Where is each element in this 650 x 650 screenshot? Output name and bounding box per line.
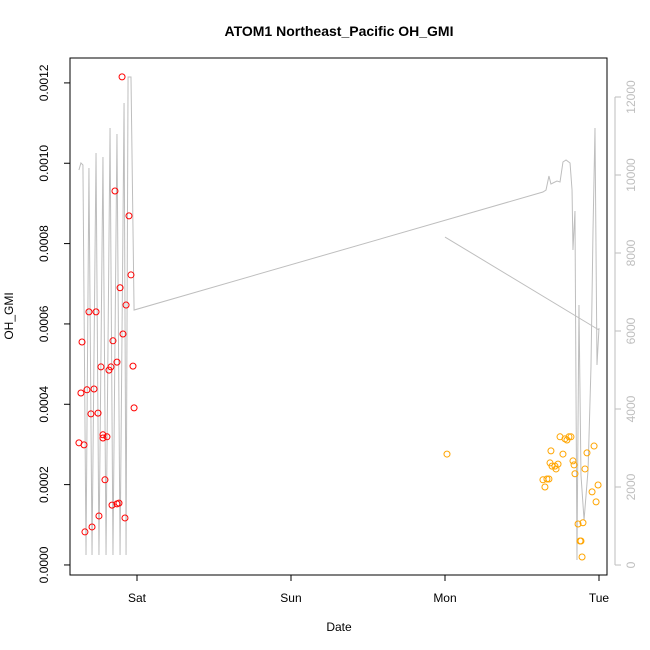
y2-tick-label: 8000 xyxy=(624,239,638,266)
y2-tick-label: 2000 xyxy=(624,473,638,500)
point xyxy=(129,362,137,370)
point xyxy=(99,431,107,439)
y-tick-label: 0.0010 xyxy=(37,145,51,182)
point xyxy=(570,461,578,469)
point xyxy=(83,386,91,394)
x-tick-label: Sun xyxy=(280,591,301,605)
point xyxy=(81,528,89,536)
point xyxy=(115,499,123,507)
point xyxy=(130,404,138,412)
point xyxy=(88,523,96,531)
point xyxy=(594,481,602,489)
point xyxy=(545,475,553,483)
point xyxy=(581,465,589,473)
y2-tick-label: 10000 xyxy=(624,158,638,192)
point xyxy=(443,450,451,458)
point xyxy=(588,488,596,496)
point xyxy=(569,457,577,465)
x-tick-label: Tue xyxy=(589,591,610,605)
point xyxy=(543,475,551,483)
point xyxy=(108,501,116,509)
point xyxy=(113,358,121,366)
y-tick-label: 0.0000 xyxy=(37,546,51,583)
point xyxy=(541,483,549,491)
point xyxy=(577,537,585,545)
point xyxy=(565,433,573,441)
point xyxy=(571,470,579,478)
point xyxy=(578,553,586,561)
point xyxy=(567,433,575,441)
point xyxy=(547,447,555,455)
point xyxy=(99,434,107,442)
point xyxy=(119,330,127,338)
point xyxy=(103,433,111,441)
point xyxy=(78,338,86,346)
point xyxy=(87,410,95,418)
y-tick-label: 0.0012 xyxy=(37,64,51,101)
point xyxy=(92,308,100,316)
point xyxy=(85,308,93,316)
y-tick-label: 0.0004 xyxy=(37,386,51,423)
point xyxy=(590,442,598,450)
point xyxy=(95,512,103,520)
x-tick-label: Mon xyxy=(433,591,456,605)
point xyxy=(80,441,88,449)
y-tick-label: 0.0002 xyxy=(37,466,51,503)
y-tick-label: 0.0008 xyxy=(37,225,51,262)
point xyxy=(105,366,113,374)
y-tick-label: 0.0006 xyxy=(37,305,51,342)
point xyxy=(101,476,109,484)
point xyxy=(121,514,129,522)
point xyxy=(94,409,102,417)
point xyxy=(554,460,562,468)
x-axis-label: Date xyxy=(326,620,352,634)
point xyxy=(118,73,126,81)
point xyxy=(559,450,567,458)
point xyxy=(97,363,105,371)
y2-tick-label: 4000 xyxy=(624,395,638,422)
plot-frame xyxy=(69,57,608,576)
y2-tick-label: 6000 xyxy=(624,317,638,344)
point xyxy=(574,520,582,528)
point xyxy=(116,284,124,292)
point xyxy=(579,519,587,527)
point xyxy=(125,212,133,220)
point xyxy=(122,301,130,309)
point xyxy=(592,498,600,506)
point xyxy=(109,337,117,345)
point xyxy=(111,187,119,195)
point xyxy=(583,449,591,457)
x-tick-label: Sat xyxy=(128,591,147,605)
point xyxy=(90,385,98,393)
line xyxy=(78,76,600,561)
y2-tick-label: 0 xyxy=(624,561,638,568)
point xyxy=(127,271,135,279)
point xyxy=(77,389,85,397)
y-axis-label: OH_GMI xyxy=(2,292,16,339)
y2-tick-label: 12000 xyxy=(624,80,638,114)
chart-title: ATOM1 Northeast_Pacific OH_GMI xyxy=(225,23,454,39)
